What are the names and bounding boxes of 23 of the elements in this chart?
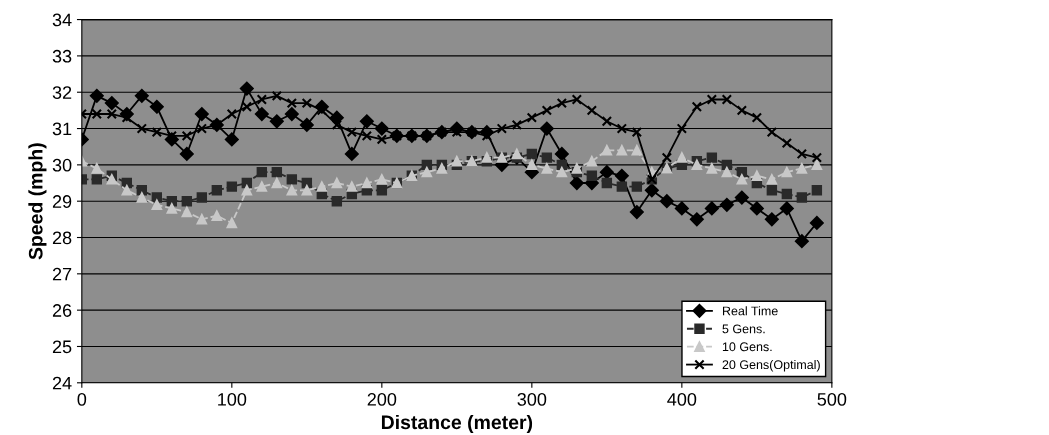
x-tick-label: 100 (218, 393, 247, 406)
y-tick-label: 25 (52, 340, 72, 354)
y-tick-label: 29 (52, 195, 72, 208)
legend-label: 5 Gens. (722, 324, 765, 334)
legend-label: 10 Gens. (722, 342, 772, 352)
legend-label: Real Time (722, 306, 778, 316)
y-tick-label: 33 (52, 49, 72, 63)
y-tick-label: 24 (52, 376, 72, 390)
y-tick-label: 30 (52, 158, 72, 172)
x-tick-label: 400 (667, 393, 697, 406)
x-tick-label: 300 (517, 393, 547, 406)
y-tick-label: 32 (52, 86, 72, 99)
x-axis-title: Distance (meter) (381, 414, 533, 434)
y-tick-label: 27 (52, 267, 72, 281)
x-tick-label: 500 (817, 393, 847, 406)
y-axis-title: Speed (mph) (28, 143, 47, 260)
y-tick-label: 34 (52, 13, 72, 27)
y-tick-label: 26 (52, 304, 72, 317)
x-tick-label: 0 (77, 393, 87, 406)
y-tick-label: 31 (52, 122, 72, 136)
y-tick-label: 28 (52, 231, 72, 245)
x-tick-label: 200 (367, 393, 397, 406)
legend-label: 20 Gens(Optimal) (722, 359, 820, 372)
